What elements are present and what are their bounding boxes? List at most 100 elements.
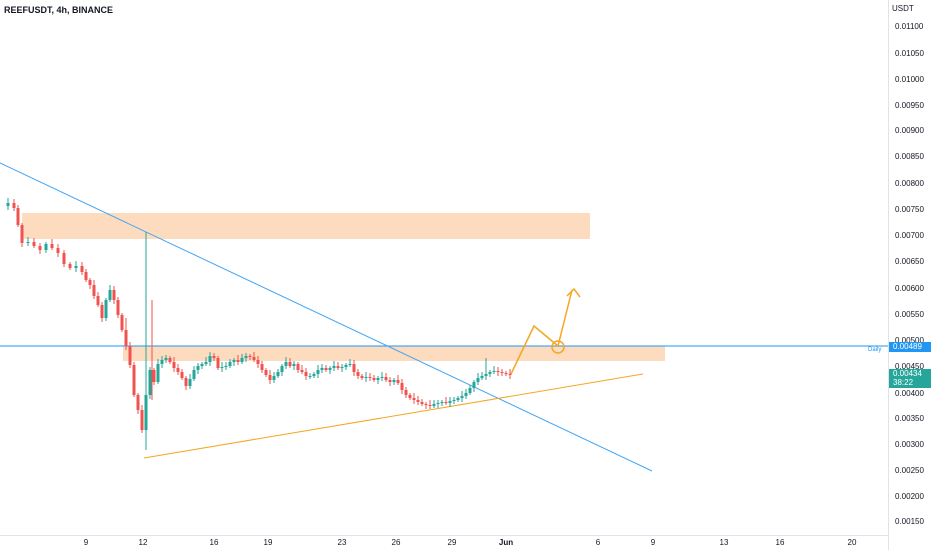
candle-body <box>208 356 212 362</box>
ascending-trendline <box>143 373 644 459</box>
price-tick-label: 0.00600 <box>895 284 924 293</box>
time-tick-label: 29 <box>447 538 457 547</box>
candle-body <box>128 346 132 365</box>
price-axis[interactable]: 0.01100 0.01050 0.01000 0.00950 0.00900 0.008… <box>888 0 932 550</box>
candle-body <box>188 379 192 386</box>
price-tick-label: 0.00300 <box>895 440 924 449</box>
candle-body <box>364 377 368 378</box>
candle-body <box>480 376 484 378</box>
time-tick-label: 13 <box>719 538 729 547</box>
candle-body <box>384 377 388 380</box>
candle-body <box>432 404 436 406</box>
time-tick-label: 6 <box>595 538 601 547</box>
candle-body <box>80 266 84 272</box>
candle-body <box>420 402 424 404</box>
price-tick-label: 0.00800 <box>895 179 924 188</box>
candle-body <box>44 244 48 250</box>
candle-body <box>176 368 180 372</box>
candle-body <box>204 362 208 364</box>
candle-body <box>368 377 372 378</box>
candle-body <box>62 253 66 264</box>
candle-body <box>448 401 452 403</box>
candle-body <box>460 396 464 398</box>
candle-body <box>332 366 336 368</box>
candle-body <box>92 285 96 296</box>
price-tick-label: 0.00400 <box>895 389 924 398</box>
descending-trendline <box>0 162 653 472</box>
chart-area[interactable]: REEFUSDT, 4h, BINANCE Daily <box>0 0 888 535</box>
candle-body <box>404 390 408 395</box>
candle-body <box>336 366 340 368</box>
candle-body <box>316 370 320 374</box>
candle-body <box>140 410 144 430</box>
price-tick-label: 0.00900 <box>895 126 924 135</box>
time-axis[interactable]: 9 12 16 19 23 26 29 Jun 6 9 13 16 20 <box>0 535 888 550</box>
candle-body <box>300 370 304 372</box>
candle-body <box>344 365 348 367</box>
time-tick-label: 12 <box>138 538 148 547</box>
candle-body <box>196 366 200 370</box>
candle-body <box>74 266 78 268</box>
candle-body <box>168 358 172 362</box>
candle-body <box>152 370 156 382</box>
price-tick-label: 0.00750 <box>895 205 924 214</box>
candle-body <box>84 272 88 280</box>
candle-body <box>32 242 36 246</box>
candle-body <box>288 362 292 366</box>
price-tick-label: 0.00950 <box>895 101 924 110</box>
candle-body <box>392 380 396 382</box>
candle-body <box>320 368 324 370</box>
candle-body <box>224 366 228 367</box>
time-tick-label: 9 <box>83 538 89 547</box>
candle-body <box>6 203 10 206</box>
candle-body <box>496 371 500 372</box>
candle-body <box>20 225 24 243</box>
horizontal-line-label: Daily <box>868 347 882 353</box>
candle-body <box>416 400 420 402</box>
candle-body <box>412 398 416 400</box>
currency-label: USDT <box>892 4 914 13</box>
candle-body <box>308 376 312 377</box>
candle-body <box>220 367 224 368</box>
candle-body <box>248 356 252 357</box>
candle-body <box>244 356 248 358</box>
candle-body <box>264 370 268 375</box>
candle-body <box>280 366 284 372</box>
candle-body <box>400 383 404 390</box>
candle-body <box>488 372 492 374</box>
candle-body <box>68 264 72 268</box>
candle-body <box>136 395 140 410</box>
price-tick-label: 0.00850 <box>895 152 924 161</box>
candle-body <box>360 376 364 378</box>
candle-body <box>408 395 412 398</box>
candle-body <box>184 378 188 386</box>
candle-body <box>476 378 480 382</box>
candle-body <box>284 362 288 366</box>
candle-body <box>240 358 244 362</box>
candle-body <box>172 362 176 368</box>
candle-body <box>312 374 316 376</box>
candle-body <box>304 372 308 376</box>
time-tick-label: Jun <box>498 538 514 547</box>
candle-body <box>356 372 360 376</box>
candle-body <box>376 378 380 380</box>
candle-body <box>132 365 136 395</box>
last-price-badge: 0.00434 <box>889 369 931 379</box>
candle-body <box>116 300 120 315</box>
candle-body <box>424 404 428 405</box>
candle-body <box>180 372 184 378</box>
candle-body <box>108 290 112 300</box>
candle-body <box>200 364 204 366</box>
candle-body <box>468 388 472 393</box>
candle-body <box>464 393 468 396</box>
time-tick-label: 16 <box>775 538 785 547</box>
candle-body <box>272 376 276 380</box>
chart-canvas[interactable] <box>0 0 888 535</box>
candle-body <box>26 242 30 243</box>
time-tick-label: 20 <box>847 538 857 547</box>
horizontal-line-price-badge: 0.00489 <box>889 342 931 352</box>
candle-body <box>436 403 440 404</box>
candle-body <box>260 364 264 370</box>
candle-body <box>156 364 160 382</box>
candle-body <box>192 370 196 379</box>
